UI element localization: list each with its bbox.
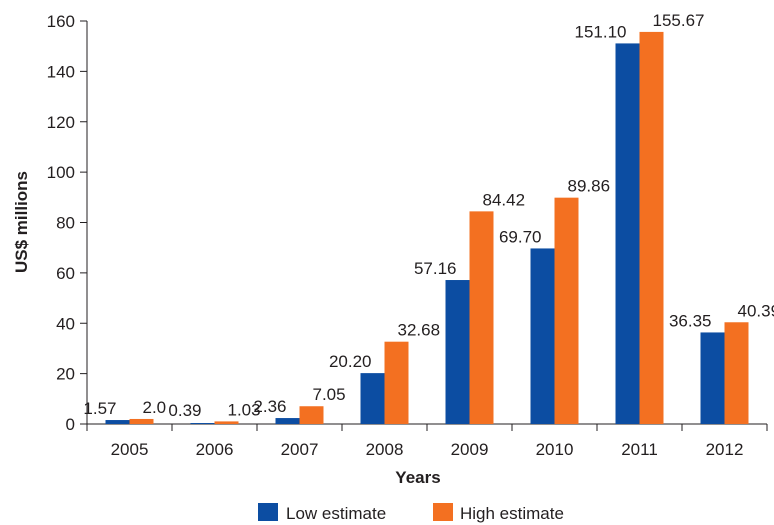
- y-tick-label: 160: [47, 12, 75, 31]
- data-label: 69.70: [499, 227, 542, 246]
- bar: [190, 423, 215, 424]
- x-tick-label: 2010: [536, 440, 574, 459]
- axes: 0 20 40 60 80 100 120 140 160 2005 2006 2007 2008 200…: [47, 12, 768, 459]
- bar: [214, 421, 239, 424]
- data-label: 1.03: [228, 400, 261, 419]
- y-tick-label: 60: [56, 264, 75, 283]
- bar: [384, 341, 409, 424]
- y-tick-label: 20: [56, 365, 75, 384]
- data-label: 1.57: [83, 399, 116, 418]
- bar: [554, 197, 579, 424]
- data-label: 89.86: [568, 177, 611, 196]
- x-tick-label: 2012: [706, 440, 744, 459]
- x-axis-title: Years: [395, 468, 440, 487]
- x-tick-label: 2005: [111, 440, 149, 459]
- y-tick-label: 0: [66, 415, 75, 434]
- bar: [724, 322, 749, 424]
- legend-label-low: Low estimate: [286, 504, 386, 523]
- data-labels: 1.57 0.39 2.36 20.20 57.16 69.70 151.10 36.35 2.…: [83, 11, 774, 420]
- bar: [105, 420, 130, 424]
- data-label: 151.10: [575, 22, 627, 41]
- bar: [530, 248, 555, 424]
- legend-label-high: High estimate: [460, 504, 564, 523]
- data-label: 32.68: [398, 321, 441, 340]
- data-label: 155.67: [653, 11, 705, 30]
- y-tick-label: 40: [56, 314, 75, 333]
- x-tick-label: 2011: [621, 440, 658, 459]
- bar: [275, 418, 300, 424]
- bar: [360, 373, 385, 424]
- data-label: 20.20: [329, 352, 372, 371]
- legend-swatch-low: [258, 503, 278, 521]
- data-label: 57.16: [414, 259, 457, 278]
- bars: [105, 31, 749, 425]
- legend: Low estimate High estimate: [258, 503, 564, 523]
- data-label: 0.39: [168, 401, 201, 420]
- data-label: 2.36: [253, 397, 286, 416]
- data-label: 36.35: [669, 311, 712, 330]
- data-label: 2.0: [143, 398, 167, 417]
- x-tick-label: 2008: [366, 440, 404, 459]
- bar: [615, 43, 640, 425]
- bar: [129, 418, 154, 424]
- y-tick-label: 100: [47, 163, 75, 182]
- y-tick-label: 80: [56, 214, 75, 233]
- legend-swatch-high: [433, 503, 453, 521]
- y-axis-title: US$ millions: [12, 171, 31, 273]
- bar: [639, 31, 664, 424]
- x-tick-label: 2009: [451, 440, 489, 459]
- y-tick-label: 140: [47, 62, 75, 81]
- bar: [445, 280, 470, 424]
- bar: [469, 211, 494, 424]
- data-label: 40.39: [738, 301, 774, 320]
- data-label: 7.05: [313, 385, 346, 404]
- bar: [299, 406, 324, 424]
- y-tick-label: 120: [47, 113, 75, 132]
- data-label: 84.42: [483, 190, 526, 209]
- bar: [700, 332, 725, 424]
- x-tick-label: 2007: [281, 440, 319, 459]
- x-tick-label: 2006: [196, 440, 234, 459]
